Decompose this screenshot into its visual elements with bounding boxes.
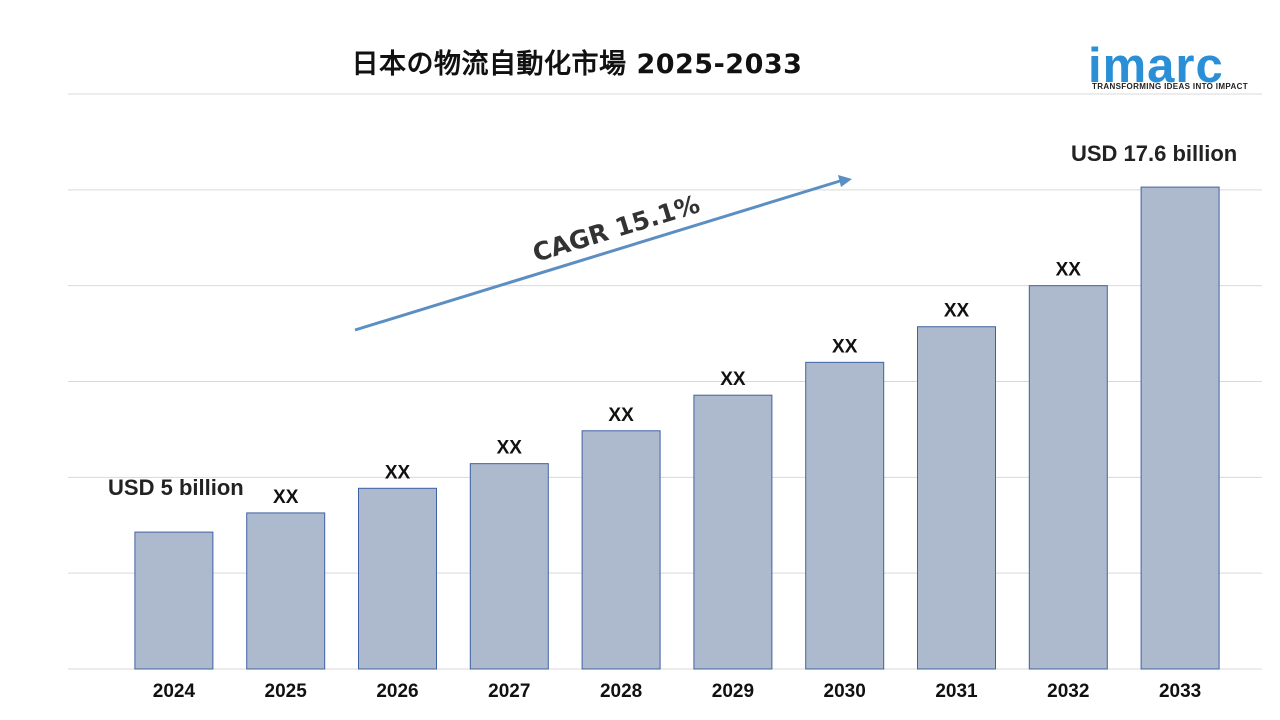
x-tick-2025: 2025 bbox=[265, 681, 308, 702]
bar-2024 bbox=[134, 531, 214, 670]
x-axis-tick-labels: 2024 2025 2026 2027 2028 2029 2030 2031 2032 2033 bbox=[153, 681, 1201, 702]
bar-value-label-2030: XX bbox=[832, 336, 858, 357]
bar-value-label-2026: XX bbox=[385, 462, 411, 483]
x-tick-2028: 2028 bbox=[600, 681, 642, 702]
cagr-annotation: CAGR 15.1% bbox=[529, 189, 703, 267]
x-tick-2031: 2031 bbox=[935, 681, 978, 702]
bar-2033 bbox=[1140, 186, 1220, 670]
bar-value-label-2024: USD 5 billion bbox=[108, 475, 244, 500]
chart-title: 日本の物流自動化市場 2025-2033 bbox=[351, 49, 803, 80]
bar-value-label-2025: XX bbox=[273, 487, 299, 508]
x-tick-2024: 2024 bbox=[153, 681, 196, 702]
bar-value-label-2028: XX bbox=[608, 405, 634, 426]
bar-2032 bbox=[1028, 285, 1108, 670]
bar-value-label-2033: USD 17.6 billion bbox=[1071, 141, 1237, 166]
bar-2027 bbox=[469, 463, 549, 670]
bar-2026 bbox=[358, 487, 437, 670]
bar-value-label-2032: XX bbox=[1056, 260, 1082, 281]
x-tick-2033: 2033 bbox=[1159, 681, 1201, 702]
bar-2029 bbox=[693, 394, 773, 670]
bar-value-labels: USD 5 billion XX XX XX XX XX XX XX XX USD 17.6 bi… bbox=[108, 141, 1237, 508]
bars bbox=[134, 186, 1220, 670]
x-tick-2026: 2026 bbox=[376, 681, 418, 702]
x-tick-2030: 2030 bbox=[824, 681, 866, 702]
bar-2028 bbox=[581, 430, 661, 670]
cagr-arrow bbox=[354, 179, 841, 332]
bar-2030 bbox=[805, 361, 885, 670]
imarc-logo: imarc TRANSFORMING IDEAS INTO IMPACT bbox=[1088, 18, 1268, 94]
x-tick-2029: 2029 bbox=[712, 681, 754, 702]
bar-2025 bbox=[246, 512, 326, 670]
bar-2031 bbox=[917, 326, 996, 670]
bar-value-label-2027: XX bbox=[497, 438, 523, 459]
cagr-arrow-head bbox=[838, 175, 852, 187]
cagr-arrow-group: CAGR 15.1% bbox=[354, 175, 852, 332]
bar-value-label-2031: XX bbox=[944, 301, 970, 322]
x-tick-2027: 2027 bbox=[488, 681, 530, 702]
logo-tagline: TRANSFORMING IDEAS INTO IMPACT bbox=[1092, 82, 1248, 91]
x-tick-2032: 2032 bbox=[1047, 681, 1089, 702]
bar-value-label-2029: XX bbox=[720, 369, 746, 390]
logo-wordmark: imarc bbox=[1088, 39, 1224, 93]
